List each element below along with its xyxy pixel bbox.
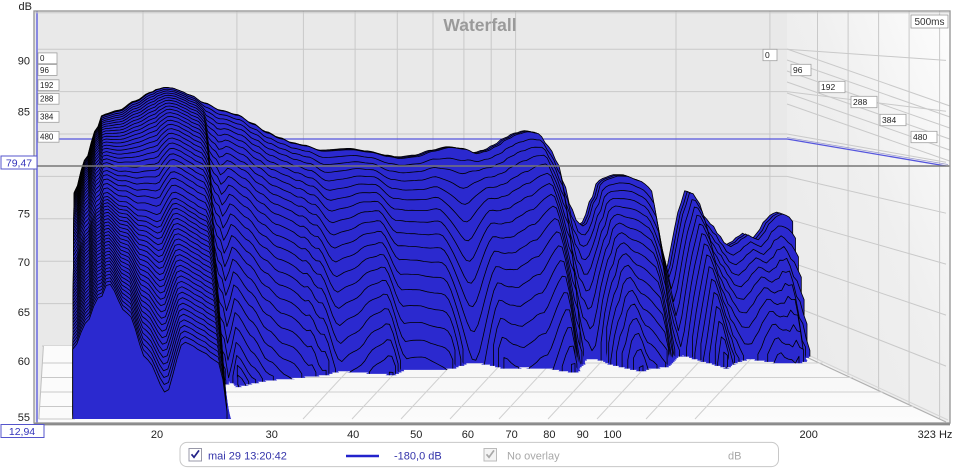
svg-text:90: 90 bbox=[18, 56, 30, 68]
svg-text:70: 70 bbox=[505, 429, 517, 441]
svg-text:dB: dB bbox=[19, 1, 32, 13]
svg-text:80: 80 bbox=[543, 429, 555, 441]
svg-text:No overlay: No overlay bbox=[507, 451, 560, 463]
svg-text:12,94: 12,94 bbox=[9, 426, 35, 438]
svg-text:96: 96 bbox=[793, 65, 803, 75]
svg-text:192: 192 bbox=[40, 81, 54, 90]
svg-text:480: 480 bbox=[913, 132, 927, 142]
svg-text:60: 60 bbox=[18, 356, 30, 368]
svg-text:40: 40 bbox=[347, 429, 359, 441]
svg-text:200: 200 bbox=[800, 429, 818, 441]
svg-text:60: 60 bbox=[462, 429, 474, 441]
svg-text:65: 65 bbox=[18, 307, 30, 319]
svg-text:70: 70 bbox=[18, 257, 30, 269]
svg-text:500ms: 500ms bbox=[914, 17, 944, 28]
svg-text:85: 85 bbox=[18, 107, 30, 119]
svg-text:0: 0 bbox=[765, 50, 770, 60]
svg-text:Waterfall: Waterfall bbox=[443, 15, 516, 35]
svg-text:79,47: 79,47 bbox=[6, 158, 32, 170]
svg-text:dB: dB bbox=[728, 451, 741, 463]
svg-text:mai 29 13:20:42: mai 29 13:20:42 bbox=[208, 451, 287, 463]
svg-text:96: 96 bbox=[40, 66, 49, 75]
svg-text:323 Hz: 323 Hz bbox=[918, 429, 953, 441]
svg-text:288: 288 bbox=[853, 97, 867, 107]
svg-text:100: 100 bbox=[603, 429, 621, 441]
svg-text:55: 55 bbox=[18, 412, 30, 424]
svg-text:90: 90 bbox=[577, 429, 589, 441]
svg-text:0: 0 bbox=[40, 54, 45, 63]
svg-text:30: 30 bbox=[266, 429, 278, 441]
svg-text:75: 75 bbox=[18, 209, 30, 221]
svg-text:288: 288 bbox=[40, 95, 54, 104]
svg-text:192: 192 bbox=[821, 82, 835, 92]
svg-text:20: 20 bbox=[151, 429, 163, 441]
svg-text:50: 50 bbox=[410, 429, 422, 441]
svg-text:384: 384 bbox=[40, 113, 54, 122]
svg-text:480: 480 bbox=[40, 133, 54, 142]
svg-text:-180,0 dB: -180,0 dB bbox=[394, 451, 442, 463]
svg-text:384: 384 bbox=[882, 115, 896, 125]
